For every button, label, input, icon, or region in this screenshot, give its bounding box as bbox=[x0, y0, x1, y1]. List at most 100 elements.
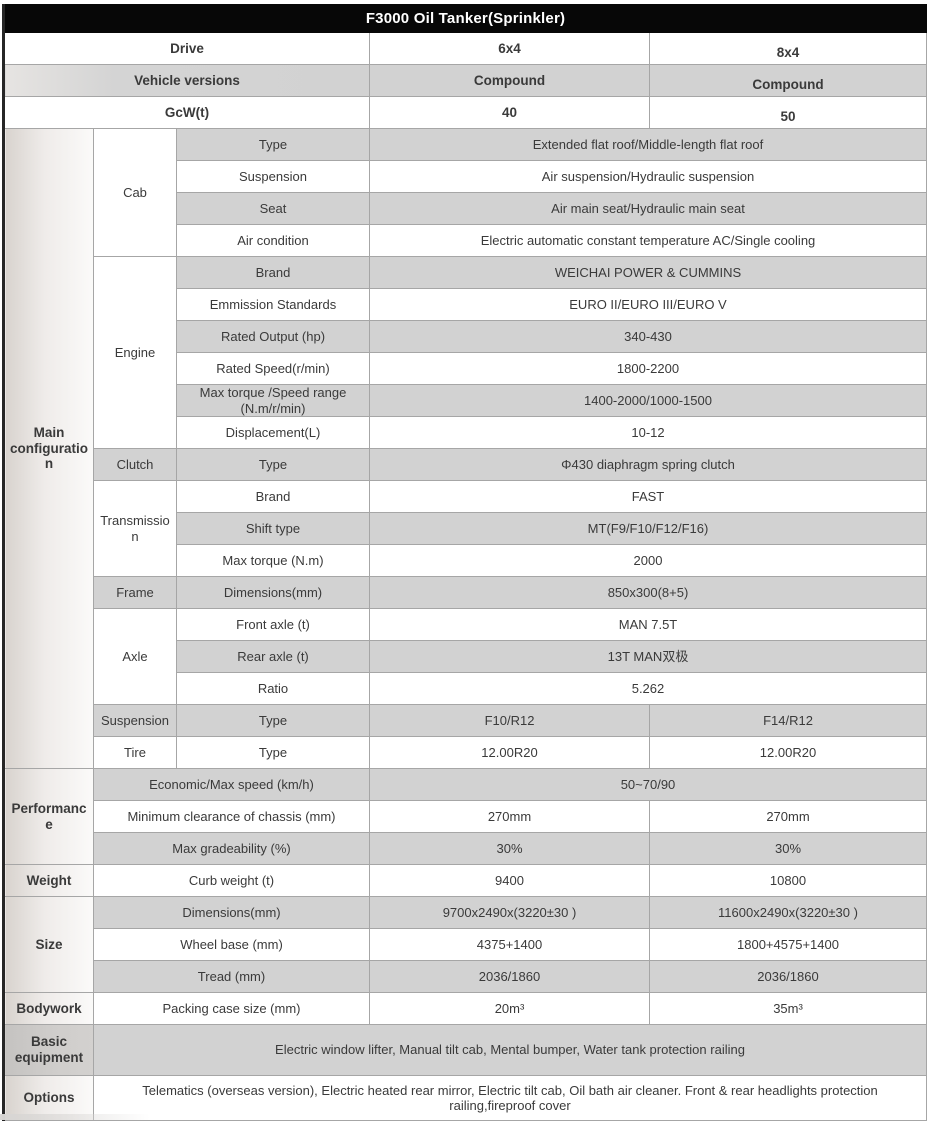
table-row: GcW(t) 40 50 bbox=[3, 96, 927, 129]
table-row: Shift type MT(F9/F10/F12/F16) bbox=[4, 512, 927, 545]
property-label: Type bbox=[176, 736, 370, 769]
table-row: Rear axle (t) 13T MAN双极 bbox=[4, 640, 927, 673]
value-cell: 20m³ bbox=[369, 992, 650, 1025]
value-cell: 4375+1400 bbox=[369, 928, 650, 961]
value-cell: 30% bbox=[369, 832, 650, 865]
group-label-engine: Engine bbox=[93, 256, 177, 449]
property-label: Brand bbox=[176, 256, 370, 289]
property-label: Rear axle (t) bbox=[176, 640, 370, 673]
property-label: Front axle (t) bbox=[176, 608, 370, 641]
row-label-drive: Drive bbox=[3, 32, 370, 65]
value-cell: Telematics (overseas version), Electric … bbox=[93, 1075, 927, 1121]
property-label: Economic/Max speed (km/h) bbox=[93, 768, 370, 801]
table-row: Transmission Brand FAST bbox=[4, 480, 927, 577]
table-bottom-shadow bbox=[0, 1114, 150, 1120]
value-cell: Compound bbox=[369, 64, 650, 97]
section-label-performance: Performance bbox=[3, 768, 94, 865]
table-row: Frame Dimensions(mm) 850x300(8+5) bbox=[4, 576, 927, 609]
value-cell: 10-12 bbox=[369, 416, 927, 449]
value-cell: 1400-2000/1000-1500 bbox=[369, 384, 927, 417]
section-label-main-configuration: Main configuration bbox=[3, 128, 94, 769]
value-cell: Air suspension/Hydraulic suspension bbox=[369, 160, 927, 193]
table-row: Suspension Type F10/R12 F14/R12 bbox=[4, 704, 927, 737]
property-label: Dimensions(mm) bbox=[93, 896, 370, 929]
group-label-frame: Frame bbox=[93, 576, 177, 609]
property-label: Type bbox=[176, 704, 370, 737]
table-row: Tread (mm) 2036/1860 2036/1860 bbox=[4, 960, 927, 993]
group-label-transmission: Transmission bbox=[93, 480, 177, 577]
property-label: Max torque /Speed range (N.m/r/min) bbox=[176, 384, 370, 417]
value-cell: Compound bbox=[649, 64, 927, 97]
table-row: Rated Output (hp) 340-430 bbox=[4, 320, 927, 353]
value-cell: MAN 7.5T bbox=[369, 608, 927, 641]
value-cell: EURO II/EURO III/EURO V bbox=[369, 288, 927, 321]
value-cell: F14/R12 bbox=[649, 704, 927, 737]
value-cell: 5.262 bbox=[369, 672, 927, 705]
property-label: Dimensions(mm) bbox=[176, 576, 370, 609]
property-label: Suspension bbox=[176, 160, 370, 193]
value-cell: 270mm bbox=[649, 800, 927, 833]
group-label-clutch: Clutch bbox=[93, 448, 177, 481]
table-row: F3000 Oil Tanker(Sprinkler) bbox=[3, 4, 927, 33]
table-row: Displacement(L) 10-12 bbox=[4, 416, 927, 449]
value-cell: 30% bbox=[649, 832, 927, 865]
value-cell: 10800 bbox=[649, 864, 927, 897]
value-cell: 1800-2200 bbox=[369, 352, 927, 385]
spec-sheet: F3000 Oil Tanker(Sprinkler) Drive 6x4 8x… bbox=[2, 4, 927, 1121]
property-label: Max gradeability (%) bbox=[93, 832, 370, 865]
value-cell: 270mm bbox=[369, 800, 650, 833]
property-label: Tread (mm) bbox=[93, 960, 370, 993]
table-row: Size Dimensions(mm) 9700x2490x(3220±30 )… bbox=[3, 896, 927, 993]
value-cell: Extended flat roof/Middle-length flat ro… bbox=[369, 128, 927, 161]
table-row: Clutch Type Φ430 diaphragm spring clutch bbox=[4, 448, 927, 481]
value-cell: 12.00R20 bbox=[649, 736, 927, 769]
value-cell: 50 bbox=[649, 96, 927, 129]
value-cell: WEICHAI POWER & CUMMINS bbox=[369, 256, 927, 289]
table-row: Performance Economic/Max speed (km/h) 50… bbox=[3, 768, 927, 865]
property-label: Type bbox=[176, 128, 370, 161]
table-row: Main configuration Cab Type Extended fla… bbox=[3, 128, 927, 769]
value-cell: Electric window lifter, Manual tilt cab,… bbox=[93, 1024, 927, 1076]
property-label: Ratio bbox=[176, 672, 370, 705]
property-label: Seat bbox=[176, 192, 370, 225]
row-label-gcw: GcW(t) bbox=[3, 96, 370, 129]
table-row: Vehicle versions Compound Compound bbox=[3, 64, 927, 97]
table-row: Basic equipment Electric window lifter, … bbox=[3, 1024, 927, 1076]
section-label-bodywork: Bodywork bbox=[3, 992, 94, 1025]
value-cell: 12.00R20 bbox=[369, 736, 650, 769]
value-cell: 2036/1860 bbox=[369, 960, 650, 993]
value-cell: 35m³ bbox=[649, 992, 927, 1025]
table-row: Axle Front axle (t) MAN 7.5T bbox=[4, 608, 927, 705]
table-row: Engine Brand WEICHAI POWER & CUMMINS bbox=[4, 256, 927, 449]
value-cell: 40 bbox=[369, 96, 650, 129]
group-label-suspension: Suspension bbox=[93, 704, 177, 737]
table-row: Max torque (N.m) 2000 bbox=[4, 544, 927, 577]
value-cell: MT(F9/F10/F12/F16) bbox=[369, 512, 927, 545]
value-cell: 850x300(8+5) bbox=[369, 576, 927, 609]
property-label: Air condition bbox=[176, 224, 370, 257]
value-cell: 11600x2490x(3220±30 ) bbox=[649, 896, 927, 929]
table-row: Options Telematics (overseas version), E… bbox=[3, 1075, 927, 1121]
value-cell: 2000 bbox=[369, 544, 927, 577]
value-cell: 9700x2490x(3220±30 ) bbox=[369, 896, 650, 929]
table-row: Air condition Electric automatic constan… bbox=[4, 224, 927, 257]
value-cell: F10/R12 bbox=[369, 704, 650, 737]
table-row: Emmission Standards EURO II/EURO III/EUR… bbox=[4, 288, 927, 321]
table-row: Drive 6x4 8x4 bbox=[3, 32, 927, 65]
table-row: Wheel base (mm) 4375+1400 1800+4575+1400 bbox=[4, 928, 927, 961]
value-cell: 2036/1860 bbox=[649, 960, 927, 993]
section-label-basic-equipment: Basic equipment bbox=[3, 1024, 94, 1076]
property-label: Wheel base (mm) bbox=[93, 928, 370, 961]
property-label: Type bbox=[176, 448, 370, 481]
value-cell: 6x4 bbox=[369, 32, 650, 65]
value-cell: 50~70/90 bbox=[369, 768, 927, 801]
value-cell: FAST bbox=[369, 480, 927, 513]
section-label-size: Size bbox=[3, 896, 94, 993]
table-row: Weight Curb weight (t) 9400 10800 bbox=[3, 864, 927, 897]
table-row: Seat Air main seat/Hydraulic main seat bbox=[4, 192, 927, 225]
property-label: Emmission Standards bbox=[176, 288, 370, 321]
table-row: Max gradeability (%) 30% 30% bbox=[4, 832, 927, 865]
table-title: F3000 Oil Tanker(Sprinkler) bbox=[3, 4, 927, 33]
property-label: Packing case size (mm) bbox=[93, 992, 370, 1025]
group-label-tire: Tire bbox=[93, 736, 177, 769]
